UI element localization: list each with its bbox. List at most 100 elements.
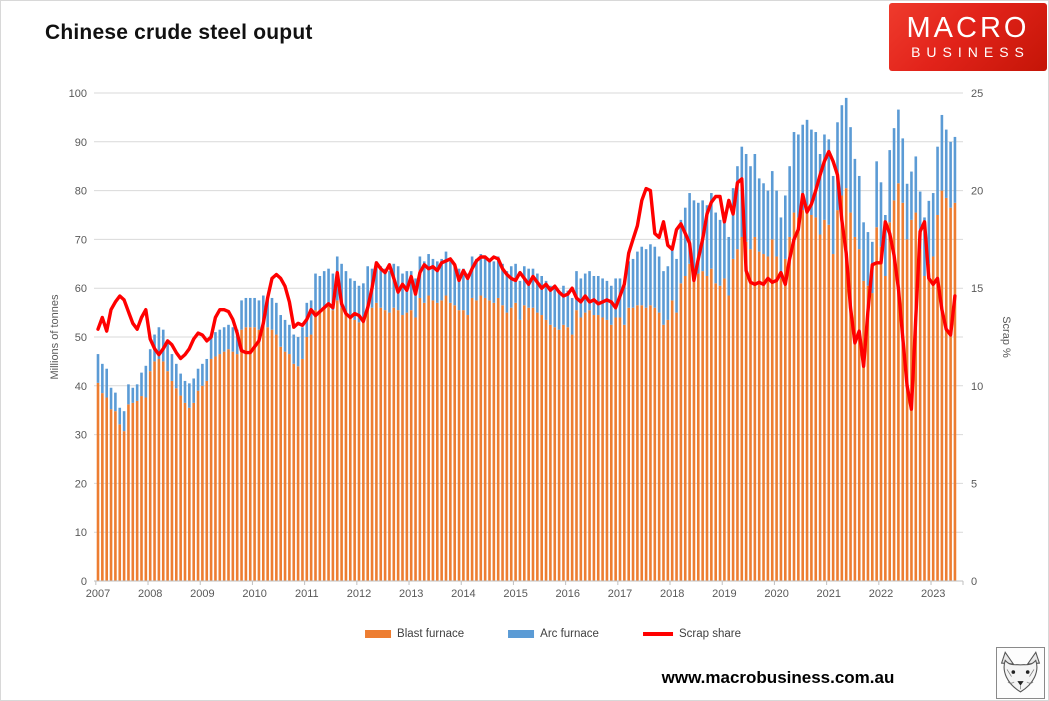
arc-furnace-bar: [322, 271, 326, 308]
legend-label: Scrap share: [678, 628, 741, 640]
arc-furnace-bar: [918, 191, 922, 250]
arc-furnace-bar: [601, 278, 604, 318]
blast-furnace-bar: [583, 312, 587, 581]
arc-furnace-bar: [766, 190, 770, 257]
arc-furnace-bar: [427, 254, 430, 296]
blast-furnace-bar: [897, 183, 900, 581]
legend-item-scrap-share[interactable]: Scrap share: [642, 628, 741, 640]
legend-item-arc-furnace[interactable]: Arc furnace: [508, 628, 599, 640]
blast-furnace-bar: [253, 327, 256, 581]
arc-furnace-bar: [710, 193, 713, 269]
arc-furnace-bar: [488, 258, 491, 301]
blast-furnace-bar: [749, 249, 752, 581]
blast-furnace-bar: [540, 315, 543, 581]
blast-furnace-bar: [375, 302, 378, 581]
arc-furnace-bar: [575, 271, 578, 311]
arc-furnace-bar: [301, 327, 304, 359]
legend-item-blast-furnace[interactable]: Blast furnace: [365, 628, 464, 640]
blast-furnace-bar: [779, 278, 783, 581]
right-axis-title: Scrap %: [1000, 316, 1012, 358]
arc-furnace-bar: [636, 251, 639, 306]
arc-furnace-bar: [653, 246, 657, 308]
left-axis-tick-label: 40: [75, 381, 87, 393]
arc-furnace-bar: [135, 384, 139, 401]
blast-furnace-bar: [140, 396, 143, 581]
blast-furnace-bar: [353, 319, 356, 581]
blast-furnace-bar: [614, 317, 617, 581]
arc-furnace-bar: [440, 258, 443, 301]
website-url[interactable]: www.macrobusiness.com.au: [661, 668, 895, 687]
arc-furnace-bar: [940, 114, 944, 191]
x-axis: 2007 2008 2009 2010 2011 2012 2013 2014 2015 2016…: [86, 580, 964, 600]
arc-furnace-bar: [723, 215, 726, 279]
year-label: 2021: [817, 588, 841, 600]
year-label: 2014: [451, 588, 475, 600]
arc-furnace-bar: [536, 273, 539, 313]
arc-furnace-bar: [805, 119, 809, 206]
arc-furnace-bar: [457, 268, 461, 311]
arc-furnace-bar: [562, 285, 565, 325]
year-label: 2007: [86, 588, 110, 600]
blast-furnace-bar: [618, 317, 622, 581]
left-axis-tick-label: 60: [75, 283, 87, 295]
blast-furnace-bar: [636, 305, 639, 581]
blast-furnace-bar: [496, 297, 500, 581]
year-label: 2015: [503, 588, 527, 600]
blast-furnace-bar: [161, 361, 165, 581]
arc-furnace-bar: [253, 297, 256, 328]
arc-furnace-bar: [931, 193, 935, 257]
arc-furnace-bar: [105, 368, 108, 398]
arc-furnace-bar: [292, 334, 296, 364]
blast-furnace-bar: [257, 329, 261, 581]
right-axis-tick-label: 0: [971, 576, 977, 588]
arc-furnace-bar: [866, 232, 870, 286]
blast-furnace-bar: [544, 319, 548, 581]
left-axis-tick-label: 50: [75, 332, 87, 344]
arc-furnace-bar: [431, 258, 435, 301]
blast-furnace-bar: [201, 385, 204, 581]
blast-furnace-bar: [175, 388, 178, 581]
blast-furnace-bar: [309, 334, 313, 581]
arc-furnace-bar: [657, 256, 661, 313]
arc-furnace-bar: [592, 276, 596, 316]
arc-furnace-bar: [379, 266, 383, 308]
arc-furnace-bar: [853, 158, 857, 237]
blast-furnace-bar: [231, 351, 235, 581]
arc-furnace-bar: [744, 154, 748, 242]
arc-furnace-bar: [422, 261, 426, 303]
blast-furnace-bar: [283, 351, 287, 581]
blast-furnace-bar: [875, 227, 878, 581]
arc-furnace-bar: [257, 300, 261, 330]
blast-furnace-swatch: [365, 630, 392, 638]
blast-furnace-bar: [453, 305, 456, 581]
blast-furnace-bar: [705, 276, 709, 581]
blast-furnace-bar: [96, 382, 100, 581]
left-axis-title: Millions of tonnes: [49, 294, 61, 379]
blast-furnace-bar: [675, 312, 678, 581]
blast-furnace-bar: [483, 297, 487, 581]
blast-furnace-bar: [805, 205, 809, 582]
blast-furnace-bar: [488, 300, 491, 581]
blast-furnace-bar: [262, 324, 265, 581]
arc-furnace-bar: [270, 297, 274, 330]
arc-furnace-bar: [692, 200, 696, 272]
arc-furnace-bar: [383, 268, 387, 311]
year-label: 2011: [295, 588, 319, 600]
blast-furnace-bar: [588, 310, 591, 581]
blast-furnace-bar: [879, 246, 883, 581]
arc-furnace-bar: [762, 183, 765, 255]
arc-furnace-bar: [714, 212, 717, 284]
left-axis-tick-label: 20: [75, 478, 87, 490]
blast-furnace-bar: [109, 409, 113, 581]
arc-furnace-bar: [157, 327, 161, 359]
blast-furnace-bar: [723, 278, 726, 581]
arc-furnace-bar: [401, 273, 404, 316]
blast-furnace-bar: [349, 317, 352, 581]
blast-furnace-bar: [640, 305, 644, 581]
blast-furnace-bar: [405, 312, 409, 581]
arc-furnace-bar: [831, 175, 835, 255]
blast-furnace-bar: [853, 236, 857, 581]
arc-furnace-bar: [727, 236, 731, 296]
blast-furnace-bar: [918, 249, 922, 581]
blast-furnace-bar: [827, 224, 831, 581]
